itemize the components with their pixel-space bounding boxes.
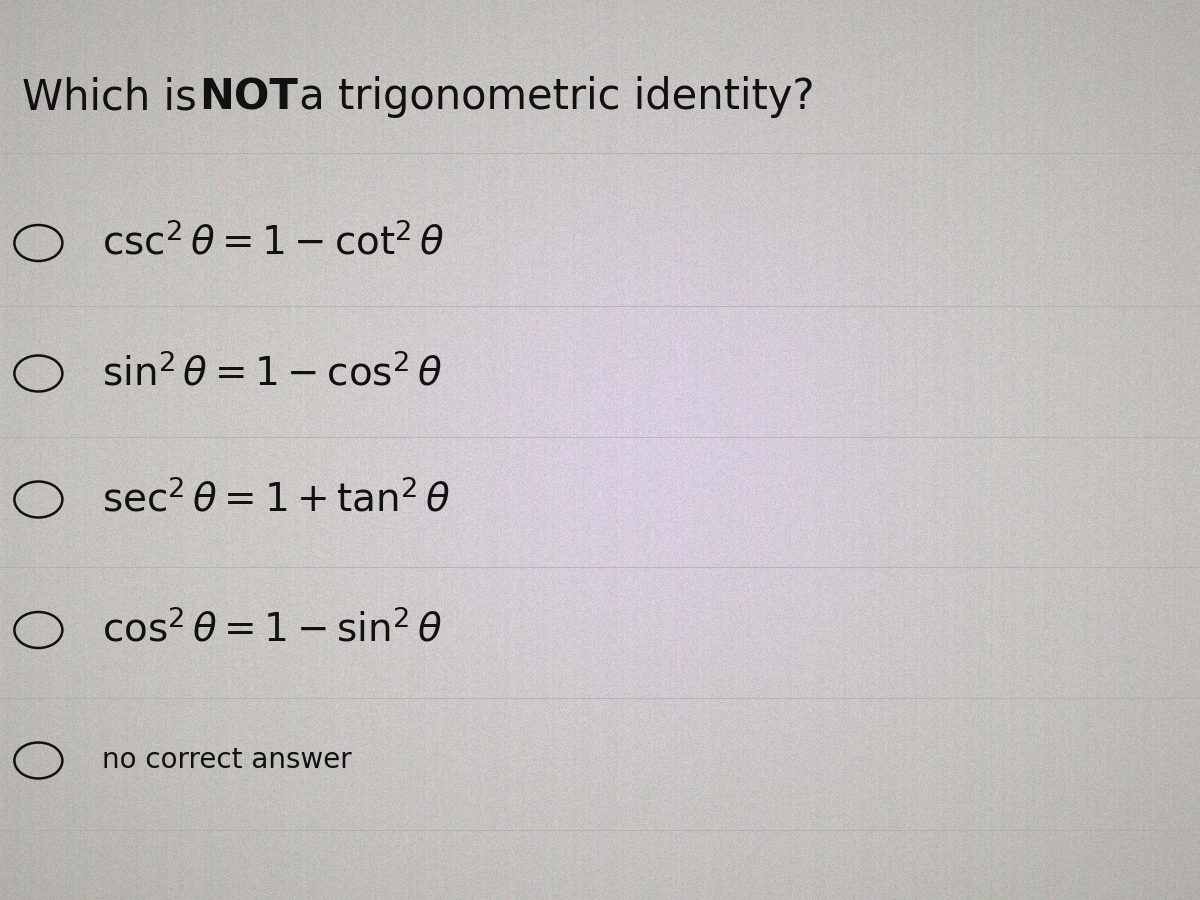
Text: $\sec^2\theta = 1 + \tan^2\theta$: $\sec^2\theta = 1 + \tan^2\theta$ (102, 480, 450, 519)
Text: a trigonometric identity?: a trigonometric identity? (286, 76, 814, 119)
Text: NOT: NOT (199, 76, 298, 119)
Text: Which is: Which is (22, 76, 210, 119)
Text: $\sin^2\theta = 1 - \cos^2\theta$: $\sin^2\theta = 1 - \cos^2\theta$ (102, 354, 442, 393)
Text: no correct answer: no correct answer (102, 746, 352, 775)
Text: $\cos^2\theta = 1 - \sin^2\theta$: $\cos^2\theta = 1 - \sin^2\theta$ (102, 610, 442, 650)
Text: $\csc^2\theta = 1 - \cot^2\theta$: $\csc^2\theta = 1 - \cot^2\theta$ (102, 223, 444, 263)
